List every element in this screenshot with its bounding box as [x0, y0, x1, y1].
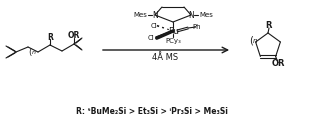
Text: R: ᵗBuMe₂Si > Et₃Si > ⁱPr₃Si > Me₃Si: R: ᵗBuMe₂Si > Et₃Si > ⁱPr₃Si > Me₃Si — [76, 107, 228, 116]
Text: Cl: Cl — [148, 35, 154, 41]
Text: (: ( — [249, 36, 253, 46]
Text: Cl: Cl — [151, 23, 157, 29]
Polygon shape — [156, 31, 173, 39]
Text: Mes: Mes — [199, 12, 213, 18]
Text: n: n — [252, 38, 257, 44]
Text: Ph: Ph — [193, 24, 201, 30]
Text: n: n — [32, 50, 36, 55]
Text: Mes: Mes — [133, 12, 147, 18]
Text: 4Å MS: 4Å MS — [152, 54, 178, 62]
Text: N: N — [152, 10, 158, 20]
Text: PCy₃: PCy₃ — [165, 38, 181, 44]
Text: R: R — [47, 32, 53, 41]
Text: OR: OR — [272, 59, 285, 68]
Text: OR: OR — [68, 30, 80, 40]
Text: N: N — [188, 10, 194, 20]
Text: (: ( — [28, 47, 32, 56]
Text: R: R — [266, 21, 272, 30]
Text: Ru: Ru — [169, 26, 179, 36]
